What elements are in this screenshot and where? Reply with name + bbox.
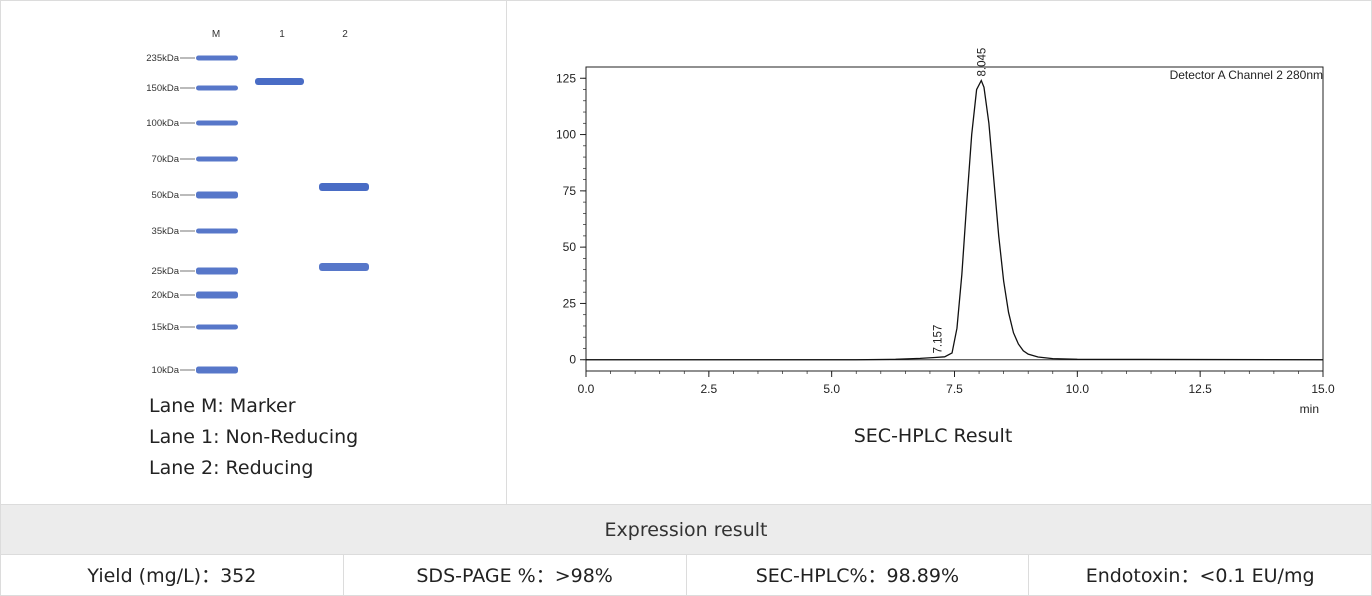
lane-legend-m: Lane M: Marker [149, 395, 296, 417]
marker-band [196, 156, 238, 162]
x-tick-label: 5.0 [823, 382, 840, 396]
sample-lanes [255, 78, 369, 271]
endotoxin-cell: Endotoxin：<0.1 EU/mg [1085, 565, 1315, 587]
x-tick-label: 15.0 [1311, 382, 1335, 396]
marker-label: 10kDa [152, 365, 180, 376]
results-top-row: M 1 2 235kDa 150kDa 100kDa 70kDa 50kDa 35kDa 2… [1, 1, 1371, 504]
sec-hplc-chromatogram: 0.0 2.5 5.0 7.5 10.0 12.5 15.0 0 25 50 75 100 125 7.… [556, 48, 1335, 416]
y-tick-label: 100 [556, 128, 576, 142]
marker-lane: 235kDa 150kDa 100kDa 70kDa 50kDa 35kDa 25kDa 20… [146, 53, 238, 376]
y-tick-label: 75 [563, 184, 577, 198]
expression-result-header: Expression result [1, 504, 1371, 555]
marker-label: 35kDa [152, 226, 180, 237]
lane-2-light-chain-band [319, 263, 369, 271]
chromatogram-trace [586, 78, 1324, 361]
peak-label: 7.157 [933, 325, 945, 354]
marker-band [196, 291, 238, 299]
marker-label: 20kDa [152, 290, 180, 301]
plot-frame [585, 66, 1324, 372]
chart-title: SEC-HPLC Result [853, 425, 1013, 447]
lane-header-2: 2 [342, 29, 348, 40]
marker-label: 50kDa [152, 190, 180, 201]
marker-band [196, 191, 238, 199]
marker-label: 15kDa [152, 322, 180, 333]
lane-legend-1: Lane 1: Non-Reducing [149, 426, 359, 448]
marker-band [196, 228, 238, 234]
sec-hplc-purity-cell: SEC-HPLC%：98.89% [687, 554, 1030, 595]
lane-header-m: M [212, 29, 220, 40]
y-tick-label: 50 [563, 240, 577, 254]
expression-result-row: Yield (mg/L)：352 SDS-PAGE %：>98% SEC-HPL… [1, 554, 1371, 595]
marker-band [196, 324, 238, 330]
y-tick-label: 125 [556, 71, 576, 85]
marker-label: 150kDa [146, 83, 179, 94]
yield-cell: Yield (mg/L)：352 [1, 554, 344, 595]
sds-page-gel: M 1 2 235kDa150kDa100kDa70kDa50kDa35kDa2… [1, 1, 506, 391]
marker-band [196, 366, 238, 374]
marker-band [196, 55, 238, 61]
marker-label: 70kDa [152, 154, 180, 165]
marker-band [196, 267, 238, 275]
lane-legend-2: Lane 2: Reducing [149, 457, 314, 479]
chart-axes [585, 66, 1324, 372]
lane-1-band [255, 78, 304, 85]
sds-page-panel: M 1 2 235kDa 150kDa 100kDa 70kDa 50kDa 35kDa 2… [1, 1, 507, 504]
x-tick-label: 12.5 [1188, 382, 1212, 396]
lane-legend: Lane M: Marker Lane 1: Non-Reducing Lane… [149, 391, 358, 484]
x-tick-label: 7.5 [946, 382, 963, 396]
y-tick-label: 0 [569, 353, 576, 367]
sds-page-purity-cell: SDS-PAGE %：>98% [344, 554, 687, 595]
x-tick-label: 10.0 [1066, 382, 1090, 396]
lane-header-1: 1 [279, 29, 285, 40]
y-tick-label: 25 [563, 296, 577, 310]
peak-label: 8.045 [976, 48, 988, 77]
peak-labels: 7.157 8.045 [933, 48, 989, 354]
marker-label: 25kDa [152, 266, 180, 277]
sec-hplc-panel: 0.0 2.5 5.0 7.5 10.0 12.5 15.0 0 25 50 75 100 125 7.… [507, 1, 1371, 504]
x-tick-label: 2.5 [700, 382, 717, 396]
marker-band [196, 120, 238, 126]
x-axis-unit: min [1300, 402, 1319, 416]
detector-annotation: Detector A Channel 2 280nm [1170, 68, 1323, 82]
marker-label: 235kDa [146, 53, 179, 64]
marker-band [196, 85, 238, 91]
x-tick-label: 0.0 [578, 382, 595, 396]
marker-label: 100kDa [146, 118, 179, 129]
lane-2-heavy-chain-band [319, 183, 369, 191]
chart-ticks: 0.0 2.5 5.0 7.5 10.0 12.5 15.0 0 25 50 75 100 125 [556, 71, 1335, 396]
